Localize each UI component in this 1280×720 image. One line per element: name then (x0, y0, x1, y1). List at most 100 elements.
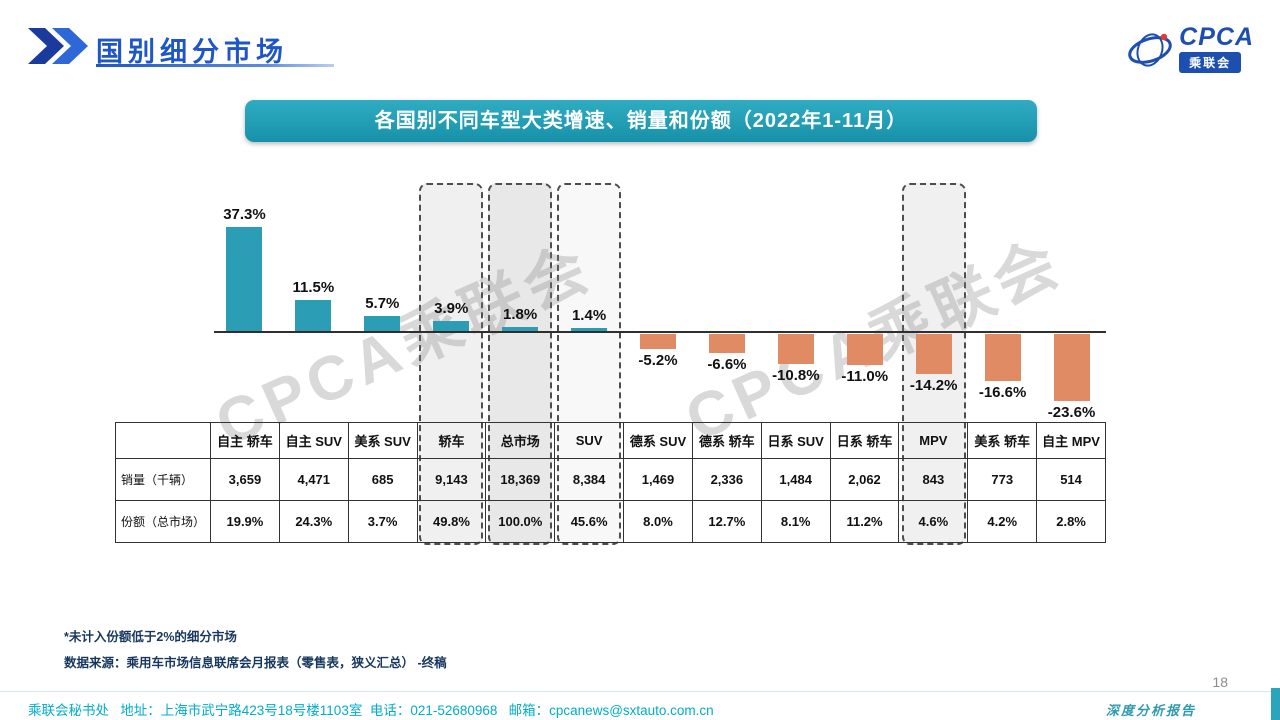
table-header-cell: 自主 SUV (279, 423, 349, 459)
table-cell: 8,384 (555, 459, 625, 501)
table-row-label: 份额（总市场） (116, 501, 211, 543)
chart-bar-轿车 (433, 321, 470, 332)
table-cell: 18,369 (486, 459, 556, 501)
table-cell: 3.7% (348, 501, 418, 543)
table-header-cell: SUV (555, 423, 625, 459)
chart-bar-自主 MPV (1053, 334, 1090, 401)
chart-bar-德系 SUV (639, 334, 676, 349)
table-header-cell: 自主 MPV (1037, 423, 1106, 459)
chart-column-自主 轿车: 37.3% (210, 180, 279, 430)
highlight-box-MPV (901, 183, 966, 545)
chart-bar-日系 SUV (777, 334, 814, 365)
chart-column-德系 SUV: -5.2% (624, 180, 693, 430)
bar-value-label: 11.5% (292, 278, 335, 296)
table-cell: 49.8% (417, 501, 487, 543)
chart-column-SUV: 1.4% (555, 180, 624, 430)
chart-bar-美系 SUV (364, 315, 401, 332)
table-cell: 8.1% (761, 501, 831, 543)
report-label: 深度分析报告 (1105, 703, 1196, 718)
table-cell: 4.6% (899, 501, 969, 543)
highlight-box-总市场 (488, 183, 553, 545)
bar-value-label: -23.6% (1047, 403, 1096, 421)
chart-column-自主 MPV: -23.6% (1037, 180, 1106, 430)
chart-title-banner: 各国别不同车型大类增速、销量和份额（2022年1-11月） (245, 100, 1037, 142)
table-header-cell: 美系 轿车 (968, 423, 1038, 459)
title-underline (96, 64, 334, 67)
chart-column-日系 SUV: -10.8% (761, 180, 830, 430)
table-cell: 2.8% (1037, 501, 1106, 543)
table-cell: 100.0% (486, 501, 556, 543)
chart-bar-美系 轿车 (984, 334, 1021, 381)
chart-column-美系 SUV: 5.7% (348, 180, 417, 430)
chart-bar-总市场 (502, 326, 539, 332)
data-source-note: 数据来源：乘用车市场信息联席会月报表（零售表，狭义汇总） -终稿 (64, 656, 447, 670)
bar-value-label: 5.7% (365, 294, 400, 312)
chart-bar-SUV (571, 328, 608, 332)
bar-value-label: 3.9% (434, 300, 469, 317)
table-cell: 12.7% (692, 501, 762, 543)
chart-bar-自主 SUV (295, 299, 332, 332)
chart-column-轿车: 3.9% (417, 180, 486, 430)
table-cell: 773 (968, 459, 1038, 501)
bar-value-label: -6.6% (707, 355, 747, 373)
table-cell: 2,336 (692, 459, 762, 501)
table-cell: 1,484 (761, 459, 831, 501)
bar-chart: 37.3% 11.5% 5.7% 3.9% 1.8% 1.4% -5.2% -6.6% -10.… (210, 180, 1106, 430)
table-row-label: 销量（千辆） (116, 459, 211, 501)
table-cell: 24.3% (279, 501, 349, 543)
bar-value-label: -16.6% (978, 383, 1027, 401)
table-header-cell: 德系 SUV (624, 423, 693, 459)
logo-subname: 乘联会 (1179, 52, 1242, 73)
corner-accent-bar (1271, 688, 1280, 720)
footer-divider (0, 691, 1280, 692)
bar-value-label: -11.0% (841, 368, 889, 386)
logo-globe-icon (1128, 33, 1172, 67)
table-cell: 2,062 (830, 459, 900, 501)
table-cell: 514 (1037, 459, 1106, 501)
bar-value-label: -5.2% (638, 351, 678, 369)
table-cell: 11.2% (830, 501, 900, 543)
chart-column-美系 轿车: -16.6% (968, 180, 1037, 430)
table-header-cell: 日系 SUV (761, 423, 831, 459)
chart-column-总市场: 1.8% (486, 180, 555, 430)
table-header-cell: 自主 轿车 (211, 423, 280, 459)
cpca-logo: CPCA 乘联会 (1125, 24, 1254, 73)
table-header-cell: 日系 轿车 (830, 423, 900, 459)
table-cell: 4,471 (279, 459, 349, 501)
chart-column-自主 SUV: 11.5% (279, 180, 348, 430)
table-cell: 843 (899, 459, 969, 501)
highlight-box-SUV (557, 183, 622, 545)
page-number: 18 (1212, 674, 1228, 690)
page-title: 国别细分市场 (96, 37, 288, 67)
chart-bar-MPV (915, 334, 952, 375)
footer-contact: 乘联会秘书处 地址：上海市武宁路423号18号楼1103室 电话：021-526… (28, 703, 714, 718)
table-header-cell: 总市场 (486, 423, 556, 459)
highlight-box-轿车 (419, 183, 484, 545)
table-cell: 9,143 (417, 459, 487, 501)
chart-column-MPV: -14.2% (899, 180, 968, 430)
data-table: 自主 轿车 自主 SUV 美系 SUV 轿车 总市场 SUV 德系 SUV 德系 轿车 日系 S… (115, 422, 1106, 543)
chevron-arrows-icon (28, 28, 92, 64)
table-cell: 8.0% (624, 501, 693, 543)
logo-name: CPCA (1179, 23, 1254, 51)
bar-value-label: -14.2% (909, 377, 958, 395)
chart-bar-日系 轿车 (846, 334, 883, 366)
bar-value-label: 1.4% (571, 307, 607, 325)
chart-column-德系 轿车: -6.6% (692, 180, 761, 430)
table-cell: 685 (348, 459, 418, 501)
chart-bar-德系 轿车 (708, 334, 745, 353)
chart-bar-自主 轿车 (226, 226, 263, 332)
table-corner-cell (116, 423, 211, 459)
table-cell: 4.2% (968, 501, 1038, 543)
bar-value-label: 37.3% (223, 205, 266, 223)
table-cell: 45.6% (555, 501, 625, 543)
table-cell: 3,659 (211, 459, 280, 501)
table-header-cell: MPV (899, 423, 969, 459)
chart-zero-line (214, 331, 1106, 333)
chart-column-日系 轿车: -11.0% (830, 180, 899, 430)
table-header-cell: 美系 SUV (348, 423, 418, 459)
bar-value-label: -10.8% (772, 367, 820, 385)
table-header-cell: 轿车 (417, 423, 487, 459)
table-cell: 19.9% (211, 501, 280, 543)
